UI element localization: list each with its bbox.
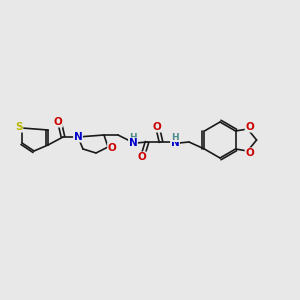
Text: O: O: [153, 122, 161, 132]
Text: N: N: [74, 132, 82, 142]
Text: O: O: [108, 143, 116, 153]
Text: O: O: [245, 148, 254, 158]
Text: S: S: [15, 122, 23, 132]
Text: O: O: [54, 117, 62, 127]
Text: O: O: [138, 152, 146, 162]
Text: N: N: [171, 138, 179, 148]
Text: H: H: [129, 134, 137, 142]
Text: O: O: [245, 122, 254, 132]
Text: N: N: [129, 138, 137, 148]
Text: H: H: [171, 133, 179, 142]
